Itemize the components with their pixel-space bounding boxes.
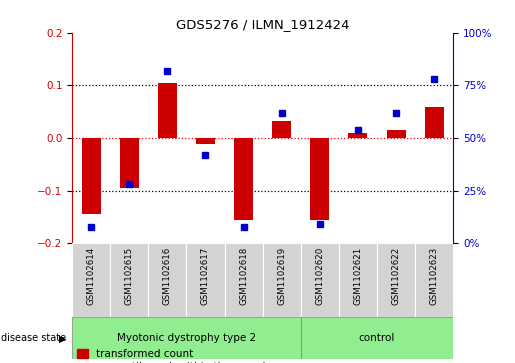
Bar [196, 138, 215, 144]
Bar [348, 133, 368, 138]
Bar [263, 244, 301, 317]
Bar [81, 138, 101, 215]
Bar [272, 121, 291, 138]
Title: GDS5276 / ILMN_1912424: GDS5276 / ILMN_1912424 [176, 19, 349, 32]
Text: GSM1102617: GSM1102617 [201, 247, 210, 305]
Bar [158, 83, 177, 138]
Bar [339, 244, 377, 317]
Text: GSM1102621: GSM1102621 [353, 247, 363, 305]
Text: GSM1102614: GSM1102614 [87, 247, 96, 305]
Legend: transformed count, percentile rank within the sample: transformed count, percentile rank withi… [77, 349, 272, 363]
Text: GSM1102622: GSM1102622 [391, 247, 401, 305]
Text: disease state: disease state [1, 333, 65, 343]
Bar [72, 244, 110, 317]
Bar [386, 130, 406, 138]
Bar [377, 244, 415, 317]
Bar [424, 107, 443, 138]
Text: GSM1102615: GSM1102615 [125, 247, 134, 305]
Bar [234, 138, 253, 220]
Text: control: control [359, 333, 395, 343]
Bar [301, 317, 453, 359]
Bar [225, 244, 263, 317]
Bar [119, 138, 139, 188]
Bar [148, 244, 186, 317]
Text: GSM1102619: GSM1102619 [277, 247, 286, 305]
Text: GSM1102620: GSM1102620 [315, 247, 324, 305]
Bar [186, 244, 225, 317]
Text: GSM1102618: GSM1102618 [239, 247, 248, 305]
Text: GSM1102623: GSM1102623 [430, 247, 439, 305]
Text: GSM1102616: GSM1102616 [163, 247, 172, 305]
Bar [310, 138, 330, 220]
Text: Myotonic dystrophy type 2: Myotonic dystrophy type 2 [117, 333, 256, 343]
Bar [72, 317, 301, 359]
Bar [415, 244, 453, 317]
Bar [301, 244, 339, 317]
Bar [110, 244, 148, 317]
Text: ▶: ▶ [59, 333, 67, 343]
